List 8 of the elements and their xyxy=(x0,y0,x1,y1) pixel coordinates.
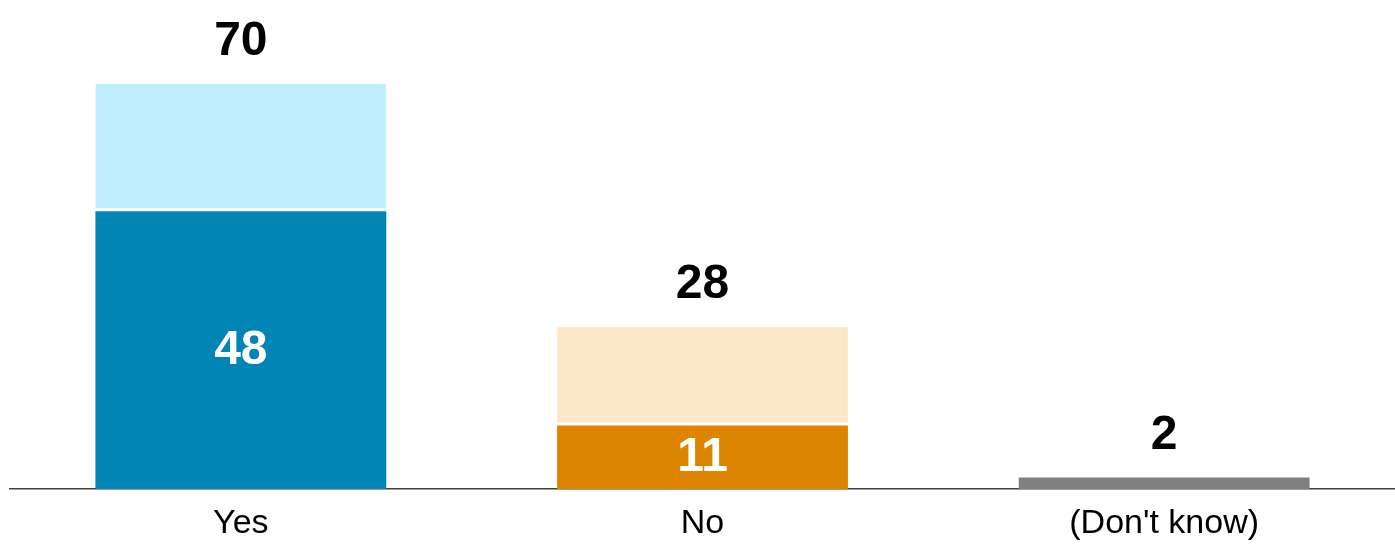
total-label: 2 xyxy=(1150,405,1178,459)
data-label: 48 xyxy=(214,320,268,374)
x-tick-label: No xyxy=(680,501,725,540)
x-tick-label: Yes xyxy=(213,501,269,540)
x-tick-label: (Don't know) xyxy=(1069,501,1260,540)
data-label: 11 xyxy=(677,427,728,481)
total-label: 28 xyxy=(675,255,730,309)
total-label: 70 xyxy=(214,12,268,66)
